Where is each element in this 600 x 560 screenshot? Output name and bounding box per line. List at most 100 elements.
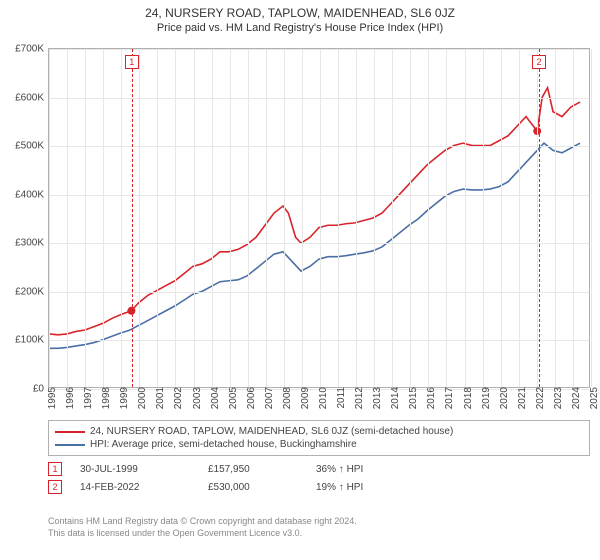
legend-row: HPI: Average price, semi-detached house,… [55, 438, 583, 451]
gridline-v [230, 49, 231, 387]
y-axis-label: £400K [15, 189, 49, 200]
gridline-h [49, 195, 589, 196]
gridline-v [338, 49, 339, 387]
sale-marker: 1 [48, 462, 62, 476]
x-axis-label: 2022 [535, 387, 546, 409]
footnote: Contains HM Land Registry data © Crown c… [48, 516, 357, 539]
gridline-v [194, 49, 195, 387]
x-axis-label: 2007 [264, 387, 275, 409]
x-axis-label: 2002 [173, 387, 184, 409]
gridline-v [428, 49, 429, 387]
sale-row: 1 30-JUL-1999 £157,950 36% ↑ HPI [48, 460, 363, 478]
y-axis-label: £500K [15, 141, 49, 152]
gridline-v [212, 49, 213, 387]
gridline-v [519, 49, 520, 387]
x-axis-label: 2008 [282, 387, 293, 409]
legend-text: 24, NURSERY ROAD, TAPLOW, MAIDENHEAD, SL… [90, 426, 453, 437]
chart-title: 24, NURSERY ROAD, TAPLOW, MAIDENHEAD, SL… [0, 0, 600, 20]
legend-text: HPI: Average price, semi-detached house,… [90, 439, 357, 450]
x-axis-label: 2023 [553, 387, 564, 409]
x-axis-label: 2025 [589, 387, 600, 409]
x-axis-label: 2018 [463, 387, 474, 409]
legend-row: 24, NURSERY ROAD, TAPLOW, MAIDENHEAD, SL… [55, 425, 583, 438]
gridline-v [555, 49, 556, 387]
x-axis-label: 2009 [300, 387, 311, 409]
x-axis-label: 2014 [390, 387, 401, 409]
gridline-v [374, 49, 375, 387]
gridline-v [67, 49, 68, 387]
gridline-h [49, 243, 589, 244]
gridline-v [446, 49, 447, 387]
x-axis-label: 2013 [372, 387, 383, 409]
x-axis-label: 2011 [336, 387, 347, 409]
gridline-v [139, 49, 140, 387]
x-axis-label: 2020 [499, 387, 510, 409]
plot-area: £0£100K£200K£300K£400K£500K£600K£700K199… [48, 48, 590, 388]
gridline-h [49, 98, 589, 99]
marker-box-1: 1 [125, 55, 139, 69]
x-axis-label: 2006 [246, 387, 257, 409]
gridline-v [157, 49, 158, 387]
sale-pct: 36% ↑ HPI [316, 464, 363, 475]
x-axis-label: 2010 [318, 387, 329, 409]
gridline-v [103, 49, 104, 387]
sale-date: 30-JUL-1999 [80, 464, 190, 475]
chart-container: 24, NURSERY ROAD, TAPLOW, MAIDENHEAD, SL… [0, 0, 600, 560]
sales-table: 1 30-JUL-1999 £157,950 36% ↑ HPI 2 14-FEB-202… [48, 460, 363, 496]
x-axis-label: 2005 [228, 387, 239, 409]
y-axis-label: £100K [15, 335, 49, 346]
gridline-h [49, 146, 589, 147]
gridline-v [248, 49, 249, 387]
gridline-v [591, 49, 592, 387]
x-axis-label: 2024 [571, 387, 582, 409]
x-axis-label: 2021 [517, 387, 528, 409]
gridline-v [501, 49, 502, 387]
gridline-v [121, 49, 122, 387]
gridline-h [49, 49, 589, 50]
sale-price: £530,000 [208, 482, 298, 493]
gridline-v [266, 49, 267, 387]
sale-row: 2 14-FEB-2022 £530,000 19% ↑ HPI [48, 478, 363, 496]
x-axis-label: 2016 [426, 387, 437, 409]
x-axis-label: 2003 [192, 387, 203, 409]
footnote-line: Contains HM Land Registry data © Crown c… [48, 516, 357, 528]
gridline-v [284, 49, 285, 387]
y-axis-label: £300K [15, 238, 49, 249]
x-axis-label: 2000 [137, 387, 148, 409]
x-axis-label: 2019 [481, 387, 492, 409]
x-axis-label: 2015 [408, 387, 419, 409]
gridline-v [49, 49, 50, 387]
gridline-v [302, 49, 303, 387]
x-axis-label: 1997 [83, 387, 94, 409]
footnote-line: This data is licensed under the Open Gov… [48, 528, 357, 540]
x-axis-label: 1999 [119, 387, 130, 409]
gridline-v [175, 49, 176, 387]
sale-marker: 2 [48, 480, 62, 494]
gridline-h [49, 292, 589, 293]
x-axis-label: 2012 [354, 387, 365, 409]
marker-box-2: 2 [532, 55, 546, 69]
y-axis-label: £200K [15, 286, 49, 297]
x-axis-label: 1996 [65, 387, 76, 409]
gridline-v [85, 49, 86, 387]
sale-date: 14-FEB-2022 [80, 482, 190, 493]
legend: 24, NURSERY ROAD, TAPLOW, MAIDENHEAD, SL… [48, 420, 590, 456]
sale-pct: 19% ↑ HPI [316, 482, 363, 493]
chart-subtitle: Price paid vs. HM Land Registry's House … [0, 20, 600, 40]
gridline-v [483, 49, 484, 387]
gridline-v [410, 49, 411, 387]
y-axis-label: £600K [15, 92, 49, 103]
legend-swatch [55, 444, 85, 446]
x-axis-label: 1995 [47, 387, 58, 409]
marker-line-2 [539, 49, 540, 387]
gridline-v [356, 49, 357, 387]
legend-swatch [55, 431, 85, 433]
gridline-v [320, 49, 321, 387]
gridline-v [392, 49, 393, 387]
gridline-h [49, 340, 589, 341]
y-axis-label: £700K [15, 44, 49, 55]
gridline-v [465, 49, 466, 387]
x-axis-label: 2004 [210, 387, 221, 409]
sale-price: £157,950 [208, 464, 298, 475]
gridline-v [573, 49, 574, 387]
